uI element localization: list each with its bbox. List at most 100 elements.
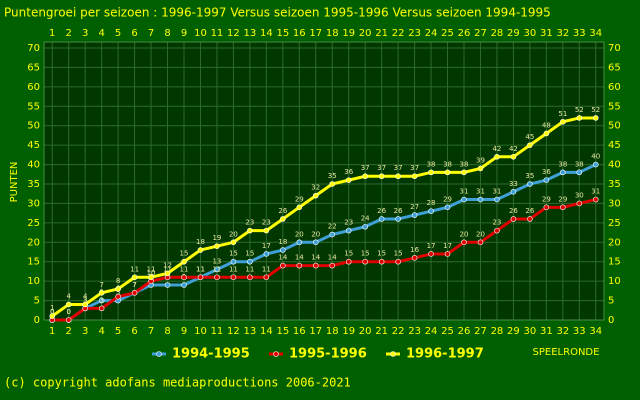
y-tick-label: 60 [27, 82, 40, 93]
data-label: 11 [262, 265, 271, 273]
data-label: 37 [377, 164, 386, 172]
point [65, 317, 72, 323]
x-tick-label: 7 [148, 326, 154, 337]
x-tick-label-top: 16 [293, 28, 306, 39]
data-label: 15 [377, 250, 386, 258]
x-tick-label-top: 11 [211, 28, 224, 39]
x-tick-label-top: 10 [194, 28, 207, 39]
x-tick-label: 32 [556, 326, 569, 337]
x-tick-label: 8 [164, 326, 170, 337]
series-line [52, 163, 597, 322]
point [230, 239, 237, 246]
data-label: 51 [558, 110, 567, 118]
point [395, 173, 401, 180]
point [461, 239, 467, 246]
y-tick-label: 50 [27, 121, 40, 132]
point [296, 262, 303, 269]
data-label: 33 [509, 180, 518, 188]
data-label: 28 [427, 199, 436, 207]
data-label: 11 [212, 265, 221, 273]
y-tick-label-right: 40 [608, 160, 621, 171]
data-label: 15 [229, 250, 238, 258]
x-tick-label-top: 33 [573, 28, 586, 39]
data-label: 10 [147, 269, 156, 277]
x-tick-label-top: 25 [441, 28, 454, 39]
point [312, 262, 319, 269]
x-tick-label-top: 1 [49, 28, 55, 39]
plot-area [44, 42, 604, 320]
x-tick-label: 28 [491, 326, 504, 337]
data-label: 23 [262, 219, 271, 227]
x-tick-label: 30 [524, 326, 537, 337]
point [576, 115, 583, 121]
point [527, 142, 533, 148]
data-label: 37 [410, 164, 419, 172]
point [49, 313, 56, 319]
x-tick-label: 27 [474, 326, 487, 337]
chart-title: Puntengroei per seizoen : 1996-1997 Vers… [4, 6, 551, 20]
data-label: 15 [245, 250, 254, 258]
point [82, 301, 88, 308]
data-label: 17 [262, 242, 271, 250]
point [543, 204, 550, 211]
point [214, 266, 220, 273]
data-label: 29 [558, 195, 567, 203]
point [115, 293, 121, 300]
x-tick-label-top: 26 [458, 28, 471, 39]
x-tick-label: 20 [359, 326, 372, 337]
point [510, 188, 517, 195]
point [494, 196, 500, 203]
x-tick-label: 34 [589, 326, 602, 337]
data-label: 37 [361, 164, 370, 172]
data-label: 26 [377, 207, 386, 215]
x-tick-label: 29 [507, 326, 520, 337]
y-tick-label: 45 [27, 140, 40, 151]
data-label: 37 [394, 164, 403, 172]
data-label: 20 [460, 230, 469, 238]
data-label: 3 [83, 296, 87, 304]
point [263, 251, 270, 257]
point [576, 169, 583, 176]
x-tick-label: 2 [66, 326, 72, 337]
legend-label: 1994-1995 [172, 347, 250, 362]
point [494, 154, 500, 160]
data-label: 38 [443, 160, 452, 168]
point [444, 204, 451, 211]
point [230, 258, 237, 265]
point [494, 227, 500, 234]
data-label: 20 [295, 230, 304, 238]
x-tick-label-top: 5 [115, 28, 121, 39]
data-label: 17 [427, 242, 436, 250]
x-tick-label-top: 17 [309, 28, 322, 39]
data-label: 31 [476, 188, 485, 196]
point [280, 262, 286, 269]
point [510, 216, 517, 222]
y-tick-label-right: 50 [608, 121, 621, 132]
point [411, 255, 418, 261]
y-tick-label: 35 [27, 179, 40, 190]
data-label: 31 [591, 188, 600, 196]
x-tick-label-top: 4 [98, 28, 104, 39]
point [510, 154, 517, 160]
data-label: 14 [311, 254, 320, 262]
data-label: 23 [344, 219, 353, 227]
data-label: 23 [245, 219, 254, 227]
point [378, 173, 385, 180]
data-label: 20 [311, 230, 320, 238]
x-tick-label: 10 [194, 326, 207, 337]
point [378, 258, 385, 265]
y-tick-label: 25 [27, 218, 40, 229]
y-tick-label-right: 35 [608, 179, 621, 190]
point [181, 282, 187, 288]
point [543, 177, 550, 183]
point [362, 258, 368, 265]
data-label: 36 [542, 168, 551, 176]
y-tick-label: 10 [27, 276, 40, 287]
point [345, 177, 352, 183]
point [527, 181, 533, 187]
data-label: 8 [116, 277, 120, 285]
point [98, 297, 105, 304]
legend-marker [390, 351, 396, 357]
y-tick-label: 70 [27, 43, 40, 54]
y-tick-label: 0 [34, 315, 40, 326]
